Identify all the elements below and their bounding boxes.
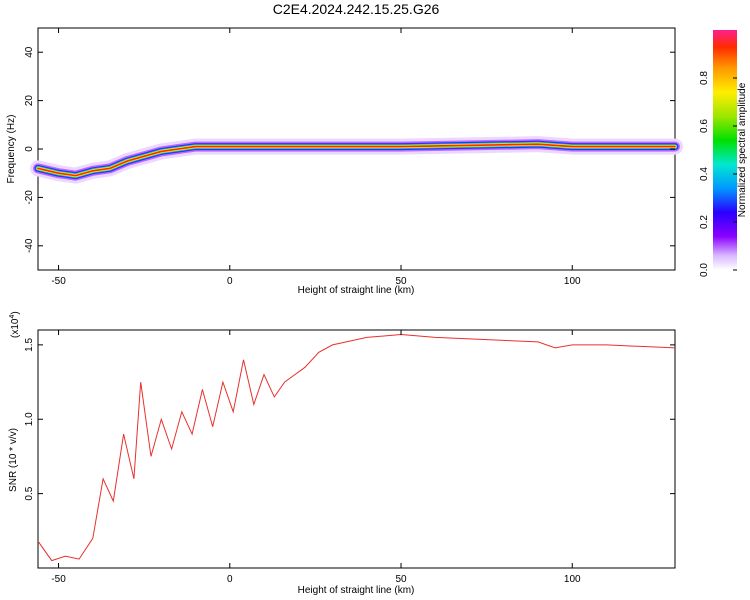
- colorbar-tick-label: 0.2: [699, 215, 710, 229]
- spectrogram-ytick-label: -40: [24, 238, 35, 253]
- spectrogram-ytick-label: 20: [24, 95, 35, 107]
- spectrogram-xtick-label: 0: [227, 276, 233, 287]
- spectrogram-ytick-label: 0: [24, 146, 35, 152]
- spectrogram-ytick-label: -20: [24, 190, 35, 205]
- snr-scale-exponent: 4: [9, 315, 16, 319]
- svg-text:(x104): (x104): [9, 311, 21, 338]
- colorbar-tick-label: 0.4: [699, 167, 710, 181]
- snr-scale-close: ): [10, 311, 21, 314]
- snr-ytick-label: 0.5: [24, 486, 35, 500]
- spectrogram-marks: [30, 136, 683, 184]
- snr-ytick-label: 1.5: [24, 337, 35, 351]
- snr-frame: [37, 329, 676, 569]
- figure-title: C2E4.2024.242.15.25.G26: [273, 1, 440, 17]
- snr-scale-label: (x104): [9, 311, 21, 338]
- snr-xtick-label: 50: [395, 574, 407, 585]
- spectrogram-panel: -50 0 50 100 -40 -20 0 20 40 Height of straight …: [6, 27, 683, 296]
- colorbar-label: Normalized spectral amplitude: [737, 82, 748, 217]
- snr-scale-prefix: (x10: [10, 318, 21, 338]
- snr-ylabel: SNR (10 * v/v): [8, 428, 19, 492]
- spectrogram-xlabel: Height of straight line (km): [298, 285, 415, 296]
- snr-ytick-label: 1.0: [24, 412, 35, 426]
- snr-xlabel: Height of straight line (km): [298, 585, 415, 596]
- colorbar-tick-label: 0.6: [699, 119, 710, 133]
- snr-series-line: [37, 333, 676, 562]
- spectrogram-xtick-label: 50: [395, 276, 407, 287]
- spectrogram-xtick-label: -50: [51, 276, 66, 287]
- colorbar-tick-label: 0.0: [699, 263, 710, 277]
- snr-panel: -50 0 50 100 0.5 1.0 1.5 Height of straight li…: [8, 311, 676, 596]
- spectrogram-ylabel: Frequency (Hz): [6, 115, 17, 184]
- colorbar-gradient: [713, 30, 737, 270]
- colorbar: 0.0 0.2 0.4 0.6 0.8 Normalized spectral ampl…: [699, 30, 748, 277]
- snr-xtick-label: -50: [51, 574, 66, 585]
- snr-xtick-label: 100: [564, 574, 581, 585]
- colorbar-tick-label: 0.8: [699, 71, 710, 85]
- spectrogram-ridge-band: [37, 143, 676, 177]
- spectrogram-xtick-label: 100: [564, 276, 581, 287]
- spectrogram-ytick-label: 40: [24, 46, 35, 58]
- spectrogram-ticks: -50 0 50 100 -40 -20 0 20 40: [24, 28, 675, 287]
- colorbar-ticks: 0.0 0.2 0.4 0.6 0.8: [699, 71, 737, 277]
- snr-xtick-label: 0: [227, 574, 233, 585]
- snr-ticks: -50 0 50 100 0.5 1.0 1.5: [24, 330, 675, 585]
